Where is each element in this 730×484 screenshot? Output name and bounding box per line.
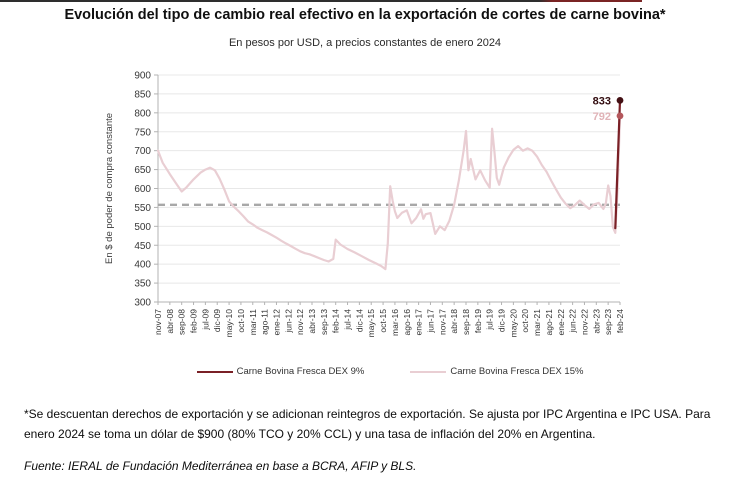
x-axis-tick-label: nov-07 (153, 309, 163, 335)
x-axis-tick-label: ene-12 (271, 309, 281, 336)
legend-line-swatch (410, 370, 447, 373)
y-axis-tick-label: 400 (134, 260, 151, 271)
x-axis-tick-label: ene-17 (414, 309, 424, 336)
x-axis-tick-label: nov-22 (579, 309, 589, 335)
y-axis-tick-label: 450 (134, 241, 151, 252)
y-axis-tick-label: 300 (134, 298, 151, 309)
legend-item: Carne Bovina Fresca DEX 9% (196, 366, 365, 377)
x-axis-tick-label: ene-22 (556, 309, 566, 336)
chart-subtitle: En pesos por USD, a precios constantes d… (228, 37, 502, 49)
legend-line-swatch (196, 370, 233, 373)
x-axis-tick-label: dic-19 (497, 309, 507, 332)
x-axis-tick-label: oct-10 (236, 309, 246, 333)
x-axis-tick-label: abr-08 (165, 309, 175, 334)
series-end-marker (616, 112, 624, 120)
x-axis-tick-label: jun-22 (568, 309, 578, 334)
legend-label: Carne Bovina Fresca DEX 9% (236, 366, 365, 377)
x-axis-tick-label: dic-09 (212, 309, 222, 332)
series-end-label: 833 (593, 95, 611, 107)
x-axis-tick-label: ago-11 (260, 309, 270, 335)
x-axis-tick-label: oct-15 (378, 309, 388, 333)
x-axis-tick-label: jul-14 (343, 309, 353, 331)
x-axis-tick-label: jul-09 (200, 309, 210, 331)
x-axis-tick-label: jun-17 (425, 309, 435, 334)
x-axis-tick-label: feb-24 (615, 309, 625, 333)
x-axis-tick-label: ago-21 (544, 309, 554, 336)
x-axis-tick-label: sep-13 (319, 309, 329, 335)
x-axis-tick-label: may-20 (508, 309, 518, 338)
x-axis-tick-label: jul-19 (485, 309, 495, 331)
page-title: Evolución del tipo de cambio real efecti… (64, 7, 666, 23)
series-line (614, 99, 622, 230)
x-axis-tick-label: may-10 (224, 309, 234, 338)
x-axis-tick-label: mar-16 (390, 309, 400, 336)
footnote: *Se descuentan derechos de exportación y… (24, 407, 711, 441)
y-axis-tick-label: 900 (134, 71, 151, 82)
y-axis-tick-label: 500 (134, 222, 151, 233)
y-axis-title: En $ de poder de compra constante (104, 113, 115, 264)
x-axis-tick-label: abr-23 (591, 309, 601, 334)
y-axis-tick-label: 850 (134, 89, 151, 100)
y-axis-tick-label: 550 (134, 203, 151, 214)
source-note: Fuente: IERAL de Fundación Mediterránea … (24, 459, 417, 473)
x-axis-tick-label: jun-12 (283, 309, 293, 334)
x-axis-tick-label: feb-09 (189, 309, 199, 333)
series-end-marker (616, 96, 624, 104)
x-axis-tick-label: oct-20 (520, 309, 530, 333)
y-axis-tick-label: 700 (134, 146, 151, 157)
y-axis-tick-label: 800 (134, 108, 151, 119)
x-axis-tick-label: feb-14 (331, 309, 341, 333)
x-axis-tick-label: abr-18 (449, 309, 459, 334)
chart-legend: Carne Bovina Fresca DEX 9% Carne Bovina F… (158, 366, 622, 377)
x-axis-tick-label: feb-19 (473, 309, 483, 333)
top-border (0, 0, 642, 2)
x-axis-tick-label: sep-18 (461, 309, 471, 335)
x-axis-tick-label: abr-13 (307, 309, 317, 334)
legend-label: Carne Bovina Fresca DEX 15% (450, 366, 584, 377)
x-axis-tick-label: may-15 (366, 309, 376, 338)
x-axis-tick-label: nov-17 (437, 309, 447, 335)
x-axis-tick-label: dic-14 (354, 309, 364, 332)
series-line (156, 114, 622, 271)
x-axis-tick-label: sep-23 (603, 309, 613, 335)
x-axis-tick-label: mar-11 (248, 309, 258, 336)
y-axis-tick-label: 650 (134, 165, 151, 176)
y-axis-tick-label: 350 (134, 279, 151, 290)
series-end-label: 792 (593, 111, 611, 123)
x-axis-tick-label: ago-16 (402, 309, 412, 336)
y-axis-tick-label: 600 (134, 184, 151, 195)
legend-item: Carne Bovina Fresca DEX 15% (410, 366, 583, 377)
x-axis-tick-label: nov-12 (295, 309, 305, 335)
x-axis-tick-label: sep-08 (177, 309, 187, 335)
x-axis-tick-label: mar-21 (532, 309, 542, 336)
exchange-rate-line-chart: 300 350 400 450 500 550 600 650 700 750 800 850 900 n… (104, 71, 625, 338)
y-axis-tick-label: 750 (134, 127, 151, 138)
